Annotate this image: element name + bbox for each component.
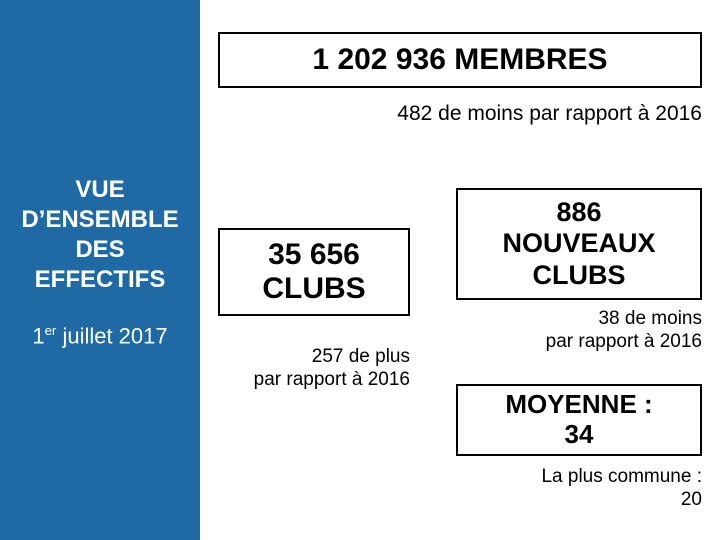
sidebar-title-line: DES [75,236,124,263]
new-clubs-value-line: 886 [556,197,601,227]
clubs-value-line: CLUBS [262,272,365,305]
clubs-note-line: par rapport à 2016 [254,369,410,390]
date-prefix: 1 [32,323,44,348]
sidebar-title-line: VUE [75,176,124,203]
new-clubs-value-line: NOUVEAUX [502,228,655,258]
average-note-line: 20 [681,489,702,510]
sidebar-date: 1er juillet 2017 [0,323,200,349]
sidebar-title: VUE D’ENSEMBLE DES EFFECTIFS [0,175,200,295]
members-note: 482 de moins par rapport à 2016 [310,102,702,126]
average-note: La plus commune : 20 [456,466,702,512]
clubs-note-line: 257 de plus [312,346,410,367]
page-root: VUE D’ENSEMBLE DES EFFECTIFS 1er juillet… [0,0,720,540]
average-box: MOYENNE : 34 [456,384,702,456]
new-clubs-value-line: CLUBS [533,260,626,290]
average-value-line: MOYENNE : [505,389,652,419]
main-area: 1 202 936 MEMBRES 482 de moins par rappo… [200,0,720,540]
members-value: 1 202 936 MEMBRES [312,43,607,77]
clubs-note: 257 de plus par rapport à 2016 [218,346,410,392]
new-clubs-note: 38 de moins par rapport à 2016 [456,308,702,354]
clubs-value-line: 35 656 [268,238,360,271]
new-clubs-box: 886 NOUVEAUX CLUBS [456,188,702,300]
sidebar: VUE D’ENSEMBLE DES EFFECTIFS 1er juillet… [0,0,200,540]
average-note-line: La plus commune : [541,466,702,487]
date-rest: juillet 2017 [56,323,167,348]
new-clubs-note-line: 38 de moins [598,308,702,329]
members-box: 1 202 936 MEMBRES [218,32,702,88]
new-clubs-note-line: par rapport à 2016 [546,331,702,352]
clubs-box: 35 656 CLUBS [218,228,410,316]
sidebar-title-line: EFFECTIFS [35,266,166,293]
date-super: er [45,323,57,338]
sidebar-title-line: D’ENSEMBLE [21,206,178,233]
average-value-line: 34 [565,419,594,449]
